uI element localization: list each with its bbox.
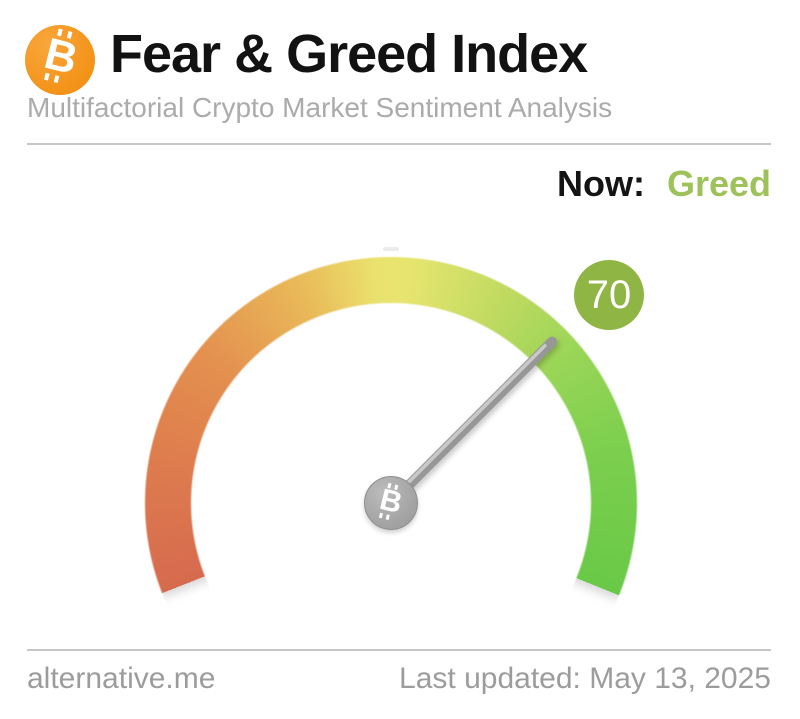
gauge-value-badge: 70 [574, 260, 644, 330]
status-classification: Greed [666, 163, 771, 204]
status-row: Now: Greed [557, 163, 771, 205]
footer-divider [27, 649, 771, 651]
gauge-pivot: B [364, 476, 418, 530]
gauge-midpoint-tick [383, 247, 399, 251]
bitcoin-logo: B [25, 25, 95, 95]
page-title: Fear & Greed Index [110, 24, 588, 84]
page-subtitle: Multifactorial Crypto Market Sentiment A… [27, 92, 613, 123]
status-label: Now: [556, 163, 645, 204]
gauge-value: 70 [586, 273, 632, 317]
header-divider [27, 143, 771, 145]
last-updated-text: Last updated: May 13, 2025 [399, 662, 771, 695]
site-link[interactable]: alternative.me [27, 662, 216, 695]
bitcoin-icon: B [376, 482, 406, 521]
